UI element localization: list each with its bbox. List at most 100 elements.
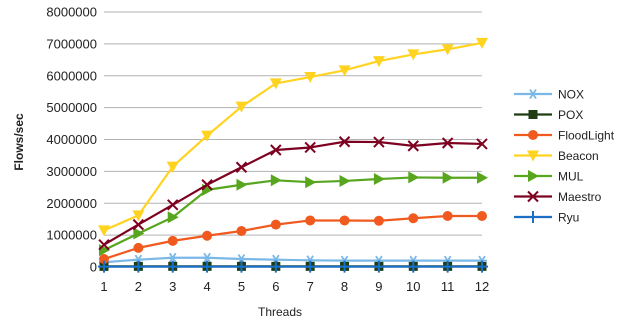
data-point-beacon: [476, 37, 488, 49]
x-tick-label: 1: [100, 279, 107, 294]
series-beacon: [98, 37, 488, 237]
data-point-mul: [408, 171, 420, 184]
data-point-floodlight: [442, 211, 453, 221]
x-tick-label: 11: [441, 279, 455, 294]
series-line-mul: [103, 176, 482, 252]
y-tick-label: 7000000: [46, 36, 97, 51]
series-group: [98, 37, 488, 273]
legend-item-maestro: Maestro: [514, 190, 602, 204]
data-point-mul: [236, 178, 248, 191]
series-nox: [99, 252, 487, 268]
data-point-beacon: [201, 130, 214, 142]
data-point-beacon: [407, 49, 420, 61]
data-point-beacon: [235, 101, 248, 113]
data-point-beacon: [304, 72, 317, 84]
data-point-beacon: [372, 56, 385, 68]
x-tick-label: 7: [307, 279, 314, 294]
data-point-floodlight: [133, 242, 144, 253]
data-point-beacon: [166, 161, 179, 173]
data-point-floodlight: [477, 211, 487, 221]
legend-label-beacon: Beacon: [558, 149, 599, 163]
legend-label-ryu: Ryu: [558, 211, 579, 225]
data-point-mul: [373, 173, 385, 186]
data-point-floodlight: [99, 254, 109, 265]
y-tick-label: 6000000: [46, 68, 97, 83]
data-point-maestro: [167, 199, 179, 211]
data-point-ryu: [98, 260, 110, 273]
data-point-ryu: [304, 260, 317, 273]
data-point-ryu: [476, 260, 488, 273]
data-point-maestro: [235, 161, 248, 173]
data-point-ryu: [166, 260, 179, 273]
legend-marker-nox: [528, 89, 538, 99]
legend-label-mul: MUL: [558, 170, 584, 184]
data-point-beacon: [132, 210, 145, 222]
data-point-maestro: [338, 136, 351, 148]
legend-item-floodlight: FloodLight: [514, 129, 615, 143]
legend-label-floodlight: FloodLight: [558, 129, 615, 143]
y-tick-label: 0: [90, 260, 97, 275]
y-tick-label: 4000000: [46, 132, 97, 147]
legend-marker-pox: [528, 110, 538, 119]
legend-item-nox: NOX: [514, 88, 584, 102]
data-point-ryu: [372, 260, 385, 273]
data-point-maestro: [304, 141, 316, 154]
data-point-maestro: [98, 238, 110, 251]
y-tick-label: 1000000: [46, 228, 97, 243]
data-point-maestro: [476, 138, 488, 150]
data-point-mul: [442, 171, 454, 184]
data-point-floodlight: [305, 215, 316, 226]
x-tick-label: 6: [272, 279, 279, 294]
legend-marker-ryu: [527, 211, 539, 223]
legend-marker-beacon: [527, 150, 539, 162]
series-line-maestro: [103, 140, 483, 246]
series-ryu: [98, 260, 488, 273]
legend-marker-mul: [528, 170, 539, 182]
legend-label-nox: NOX: [558, 88, 584, 102]
series-line-nox: [103, 256, 482, 264]
data-point-maestro: [373, 136, 385, 148]
x-tick-label: 5: [238, 279, 245, 294]
data-point-maestro: [441, 137, 454, 149]
legend: NOX POX FloodLight Beacon MUL Maestro Ryu: [514, 88, 615, 225]
series-line-beacon: [103, 41, 483, 232]
data-point-floodlight: [167, 235, 178, 246]
data-point-floodlight: [373, 215, 384, 226]
series-line-floodlight: [103, 214, 482, 261]
data-point-ryu: [407, 260, 420, 273]
data-point-beacon: [98, 225, 110, 237]
data-point-mul: [477, 171, 488, 184]
data-point-floodlight: [202, 230, 213, 241]
data-point-mul: [339, 174, 351, 187]
data-point-nox: [167, 252, 178, 263]
x-tick-label: 2: [135, 279, 142, 294]
data-point-floodlight: [270, 219, 281, 230]
data-point-floodlight: [236, 225, 247, 236]
legend-item-mul: MUL: [514, 170, 584, 184]
data-point-ryu: [235, 260, 248, 273]
data-point-maestro: [201, 179, 213, 191]
x-tick-label: 12: [475, 279, 489, 294]
legend-item-ryu: Ryu: [514, 211, 579, 225]
data-point-floodlight: [339, 215, 350, 226]
y-tick-label: 2000000: [46, 196, 97, 211]
x-tick-label: 4: [203, 279, 210, 294]
legend-label-maestro: Maestro: [558, 190, 602, 204]
data-point-maestro: [407, 140, 419, 152]
data-point-floodlight: [408, 213, 419, 224]
legend-item-beacon: Beacon: [514, 149, 599, 163]
y-tick-label: 8000000: [46, 5, 97, 20]
data-point-mul: [305, 176, 317, 189]
data-point-beacon: [338, 65, 351, 77]
data-point-maestro: [270, 144, 282, 156]
series-maestro: [98, 136, 488, 251]
data-point-maestro: [132, 218, 145, 231]
x-tick-label: 3: [169, 279, 176, 294]
data-point-ryu: [441, 260, 454, 273]
legend-marker-floodlight: [528, 130, 538, 140]
y-axis-title: Flows/sec: [12, 113, 26, 171]
data-point-ryu: [201, 260, 214, 273]
data-point-ryu: [338, 260, 351, 273]
